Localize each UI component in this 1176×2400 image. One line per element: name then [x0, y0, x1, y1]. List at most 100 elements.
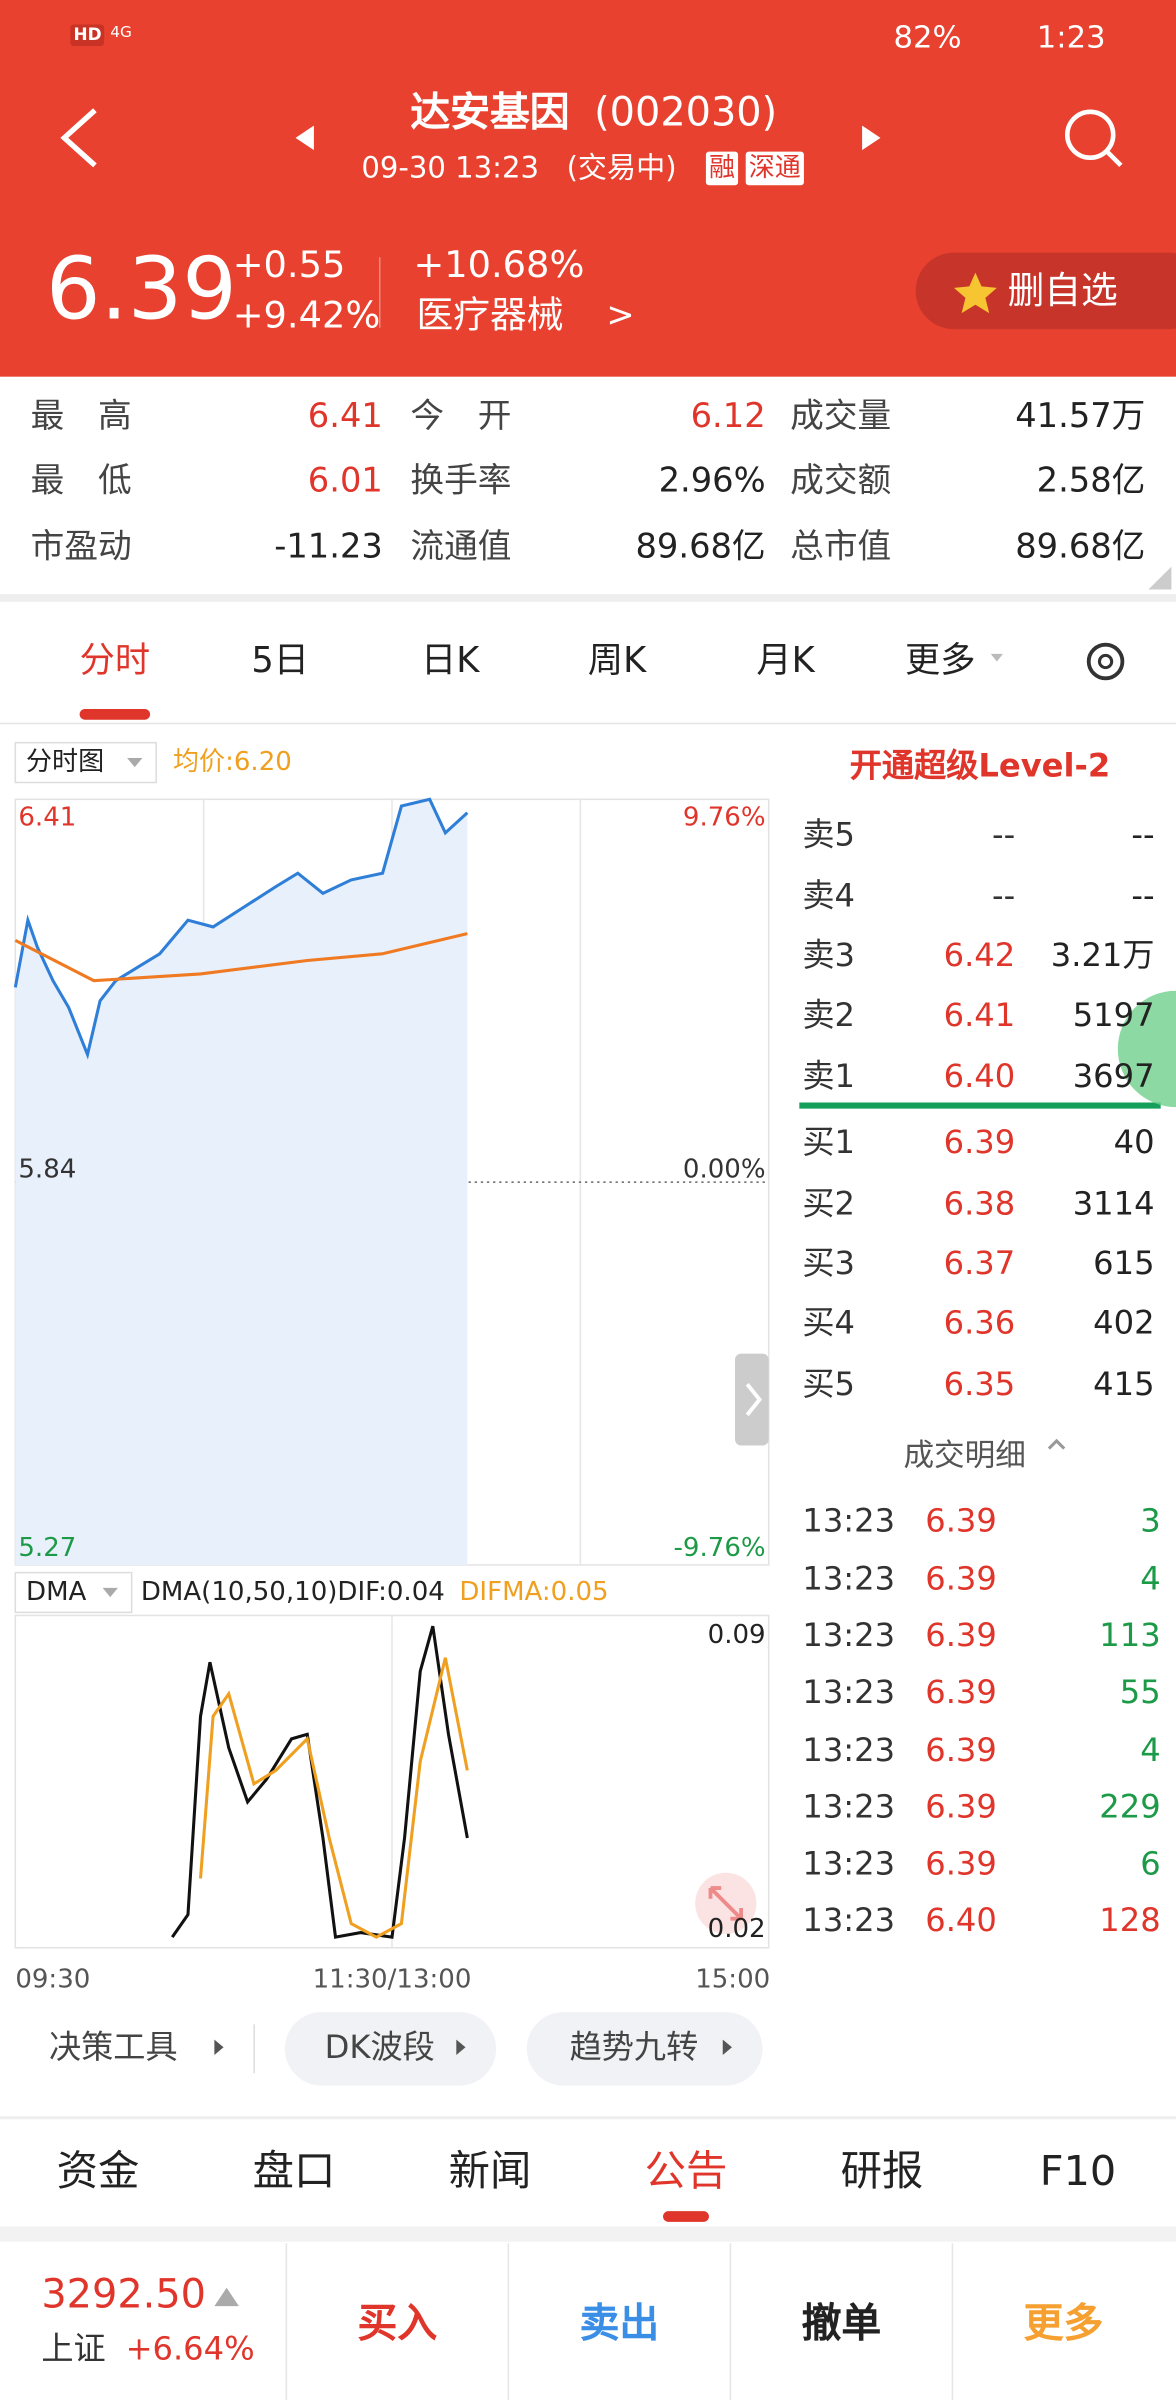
book-price: 6.36 [943, 1305, 1016, 1342]
tool[interactable]: 决策工具 [49, 2029, 178, 2067]
collapse-icon[interactable] [1047, 1438, 1066, 1450]
book-volume: 402 [1093, 1305, 1155, 1342]
tool[interactable]: 趋势九转 [569, 2029, 699, 2067]
sector-arrow: > [606, 296, 635, 335]
trade-volume: 4 [1140, 1731, 1161, 1768]
trade-time: 13:23 [802, 1559, 896, 1597]
tag: 深通 [745, 151, 804, 186]
settings-icon[interactable] [1086, 642, 1125, 681]
section-tab[interactable]: 资金 [56, 2149, 140, 2197]
book-price: 6.39 [943, 1124, 1016, 1162]
trade-button[interactable]: 更多 [1023, 2301, 1104, 2348]
tab[interactable]: 分时 [79, 641, 151, 682]
stat-value: 6.41 [307, 397, 383, 436]
dropdown-icon [127, 757, 143, 768]
next-icon[interactable] [862, 125, 881, 151]
tab[interactable]: 周K [587, 641, 647, 682]
trade-time: 13:23 [802, 1845, 896, 1883]
separator [0, 2226, 1176, 2242]
book-volume: 3.21万 [1050, 937, 1155, 974]
price-line [13, 797, 469, 1060]
panel-handle [745, 1383, 762, 1417]
search-icon[interactable] [1064, 109, 1116, 161]
section-tab[interactable]: 新闻 [448, 2149, 532, 2197]
book-label: 卖2 [802, 997, 856, 1034]
trade-price: 6.39 [925, 1674, 997, 1711]
trade-price: 6.39 [925, 1845, 997, 1883]
tool-pill[interactable] [526, 2012, 763, 2086]
book-volume: -- [1131, 876, 1155, 914]
back-icon[interactable] [60, 108, 97, 168]
stock-name: 达安基因 [410, 90, 570, 137]
indicator-selector[interactable]: DMA [26, 1577, 87, 1608]
x-tick-label: 11:30/13:00 [312, 1964, 472, 1996]
index-pct: +6.64% [125, 2331, 255, 2368]
tab[interactable]: 日K [421, 641, 480, 682]
x-tick-label: 09:30 [15, 1964, 91, 1996]
trade-price: 6.39 [925, 1559, 997, 1597]
book-volume: 415 [1093, 1365, 1155, 1402]
dropdown-icon [990, 653, 1003, 662]
floating-chat[interactable] [1117, 990, 1176, 1108]
clock: 1:23 [1036, 18, 1106, 56]
stat-value: 2.58亿 [1036, 462, 1146, 502]
book-volume: 5197 [1072, 997, 1155, 1034]
stat-label: 成交额 [790, 462, 892, 502]
tool-pill[interactable] [284, 2012, 497, 2086]
section-tab[interactable]: F10 [1039, 2149, 1117, 2197]
change-pct: +9.42% [232, 294, 381, 338]
y-tick-label: 0.02 [707, 1913, 766, 1945]
book-price: 6.42 [943, 937, 1016, 974]
book-volume: 40 [1113, 1124, 1155, 1162]
price-line [14, 932, 468, 983]
prev-icon[interactable] [295, 125, 314, 151]
tab[interactable]: 更多 [904, 641, 976, 682]
book-volume: 615 [1093, 1244, 1155, 1282]
section-tab[interactable]: 公告 [644, 2149, 728, 2197]
book-label: 买5 [802, 1365, 856, 1402]
book-price: -- [992, 816, 1016, 854]
star-icon [953, 272, 997, 314]
section-tab[interactable]: 研报 [840, 2149, 924, 2197]
y-tick-label: 0.09 [707, 1619, 766, 1651]
status-icon: HD [70, 24, 105, 47]
trade-button[interactable]: 买入 [357, 2301, 438, 2348]
avg-price: 均价:6.20 [173, 747, 292, 778]
x-tick-label: 15:00 [695, 1964, 771, 1996]
stat-value: 89.68亿 [635, 527, 766, 567]
panel-handle[interactable] [735, 1353, 769, 1446]
dropdown-icon [102, 1587, 118, 1598]
trade-time: 13:23 [802, 1731, 896, 1768]
trade-button[interactable]: 撤单 [801, 2301, 882, 2348]
book-price: -- [992, 876, 1016, 914]
y2-tick-label: -9.76% [673, 1532, 766, 1564]
trades-title[interactable]: 成交明细 [903, 1436, 1026, 1474]
tab[interactable]: 月K [756, 641, 815, 682]
tab[interactable]: 5日 [251, 641, 310, 682]
sector[interactable]: 医疗器械 [416, 294, 564, 338]
tool[interactable]: DK波段 [324, 2029, 435, 2067]
stat-value: 6.01 [307, 462, 383, 502]
trade-volume: 3 [1140, 1502, 1161, 1540]
price-area [15, 799, 468, 1565]
expand-icon [708, 1886, 744, 1921]
dma-line [171, 1625, 469, 1939]
trade-time: 13:23 [802, 1674, 896, 1711]
trade-volume: 55 [1119, 1674, 1161, 1711]
book-label: 买2 [802, 1184, 856, 1222]
level2-link[interactable]: 开通超级Level-2 [849, 747, 1111, 785]
watchlist-label[interactable]: 删自选 [1007, 270, 1118, 313]
stat-label: 成交量 [790, 397, 892, 436]
index-name: 上证 [41, 2331, 106, 2368]
settings-icon [1097, 653, 1114, 670]
stat-label: 总市值 [790, 527, 892, 567]
y-tick-label: 5.84 [18, 1154, 77, 1186]
datetime: 09-30 13:23 [361, 151, 540, 185]
stat-label: 最 高 [30, 397, 132, 436]
trade-button[interactable]: 卖出 [579, 2301, 660, 2348]
book-price: 6.41 [943, 997, 1016, 1034]
section-tab[interactable]: 盘口 [252, 2149, 336, 2197]
book-label: 买1 [802, 1124, 856, 1162]
